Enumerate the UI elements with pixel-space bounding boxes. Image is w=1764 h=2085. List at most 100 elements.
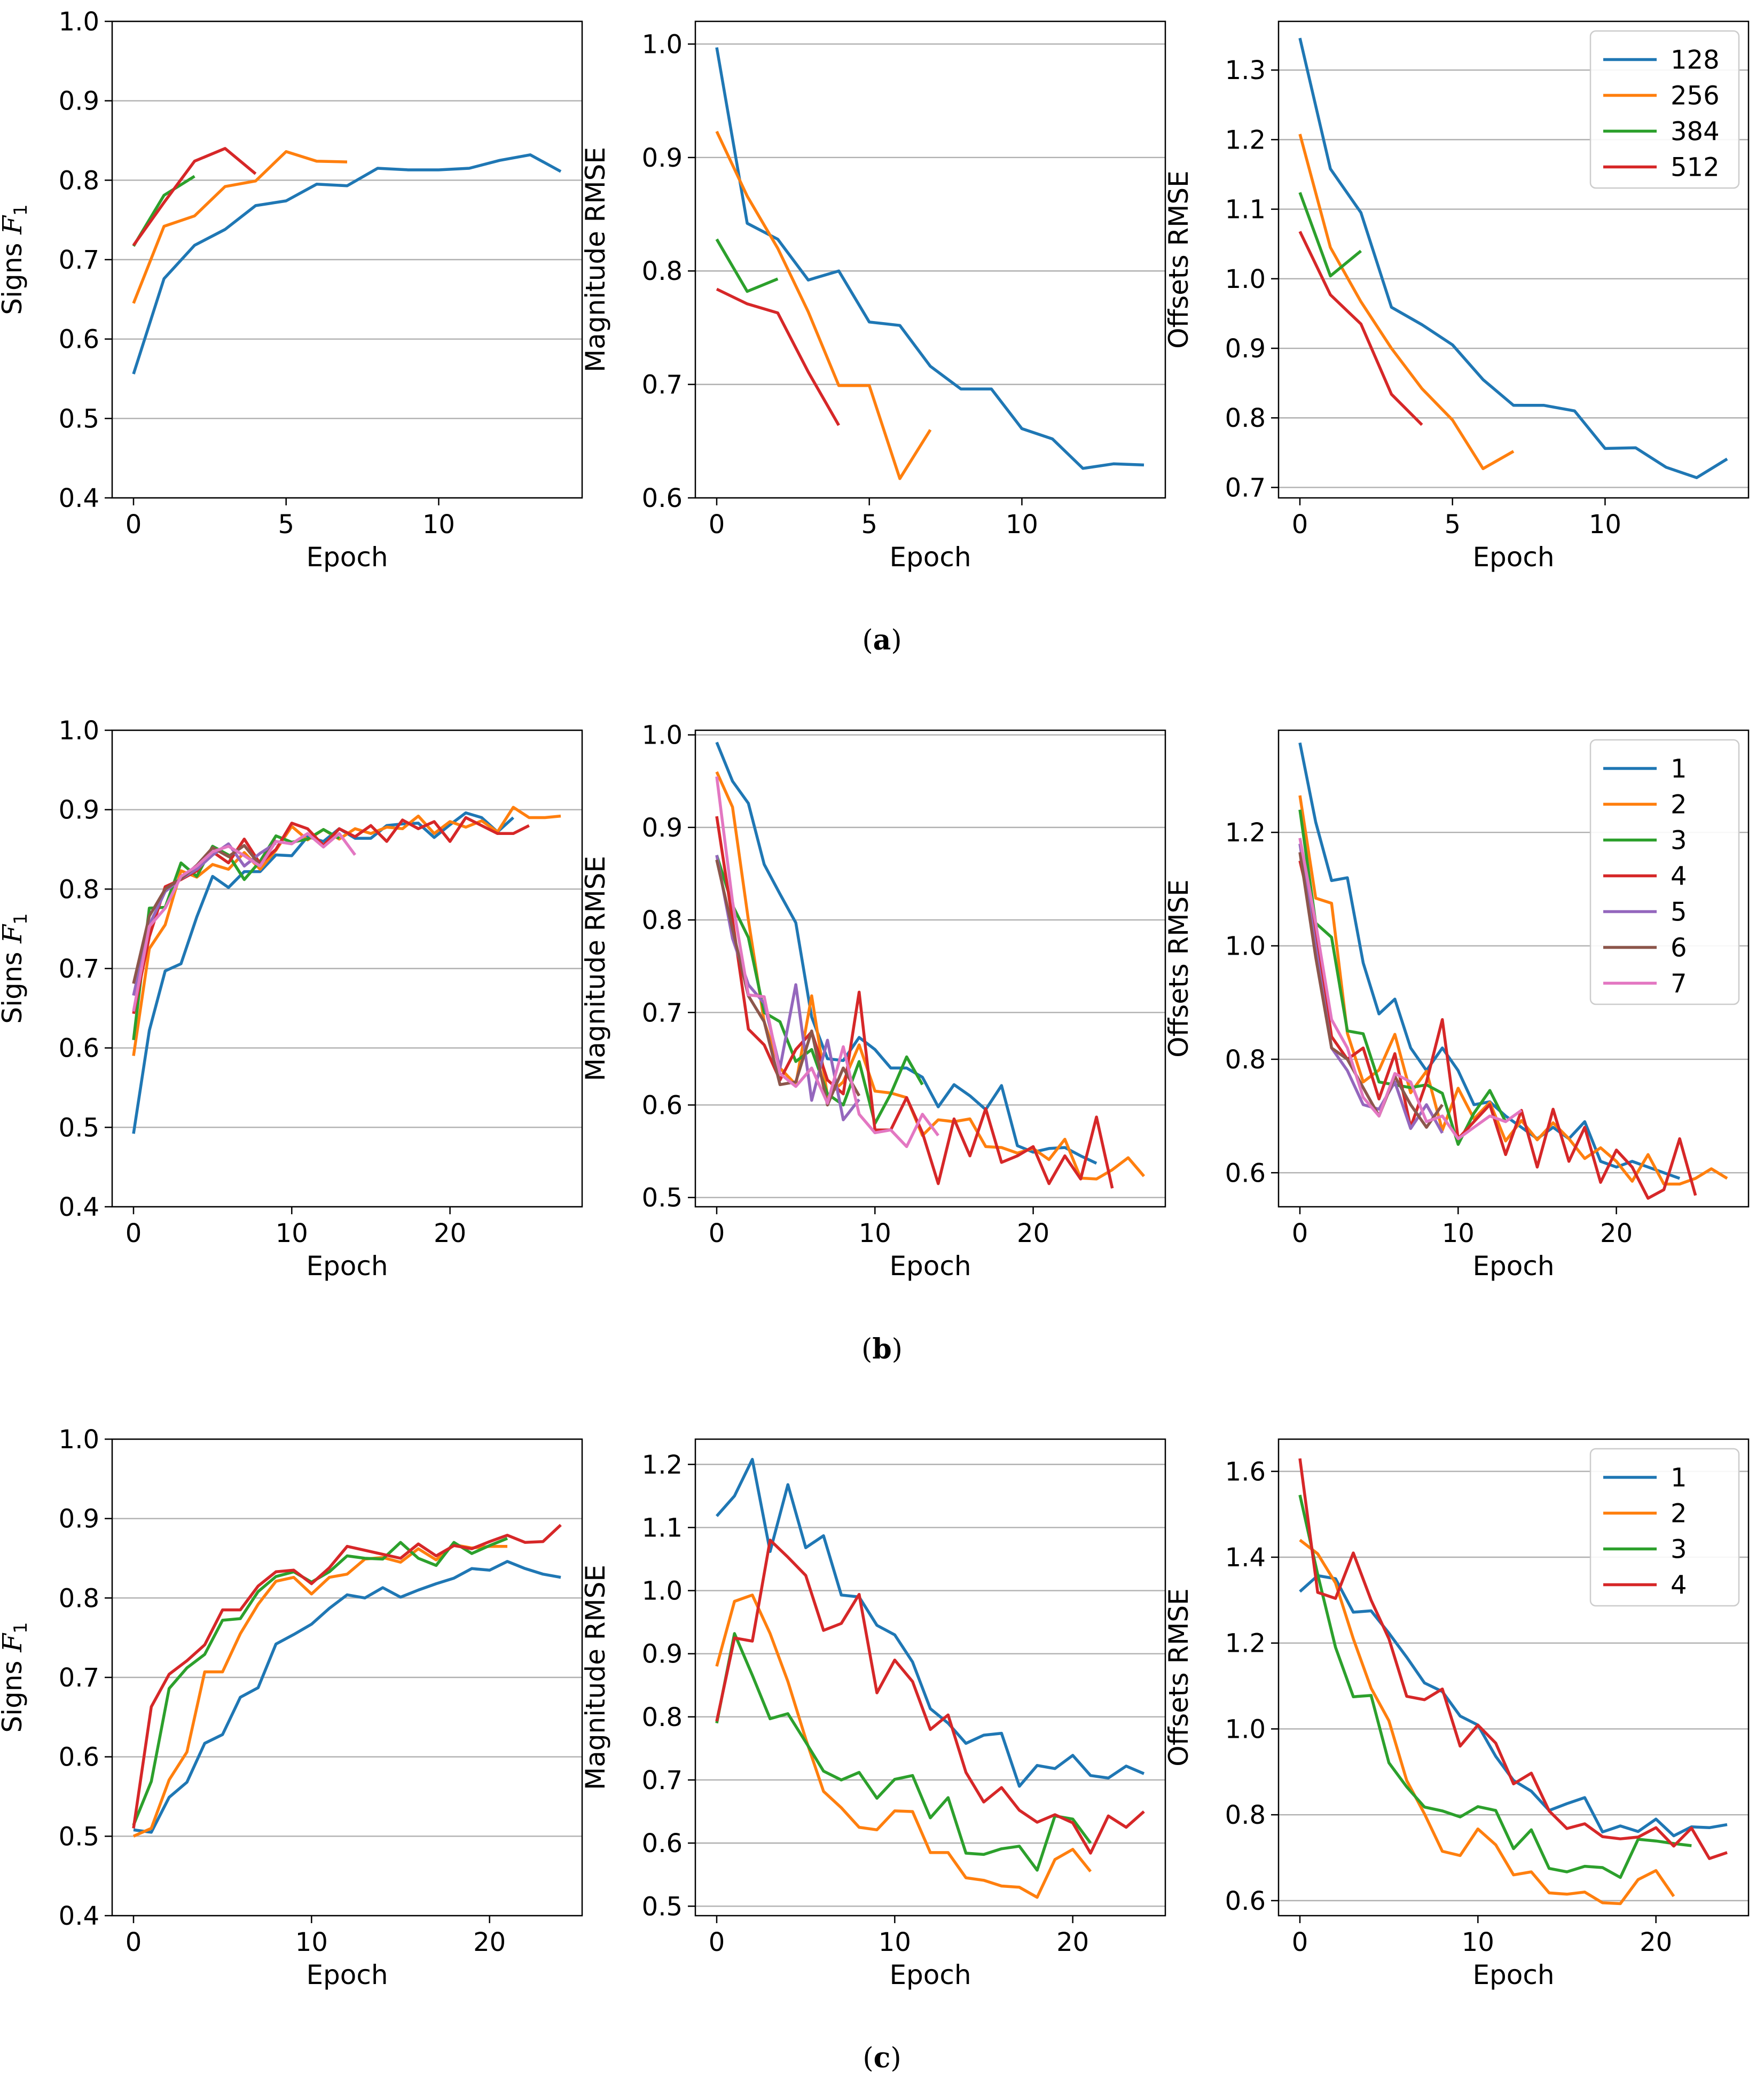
legend-label-256: 256 (1671, 81, 1720, 111)
y-tick-label: 1.0 (642, 721, 683, 751)
y-axis-label-symbol: F (0, 215, 28, 235)
series-line-3 (132, 1537, 508, 1826)
series-line-512 (1298, 231, 1423, 426)
y-axis-label: Signs F1 (0, 913, 32, 1024)
legend-label-1: 1 (1671, 1463, 1687, 1493)
y-tick-label: 1.2 (1225, 1629, 1266, 1659)
x-tick-label: 10 (879, 1927, 911, 1957)
series-line-384 (1298, 192, 1362, 278)
chart-panel-8: 0.6 0.8 1.0 1.2 1.4 1.6 0 10 20 Epoch Offsets RMSE… (1163, 1438, 1750, 1990)
y-tick-label: 0.9 (1225, 334, 1266, 364)
legend-label-7: 7 (1671, 969, 1687, 999)
y-tick-label: 1.0 (642, 1576, 683, 1606)
y-tick-label: 0.6 (642, 1829, 683, 1858)
y-axis-label-subscript: 1 (10, 204, 32, 216)
x-tick-label: 20 (473, 1927, 506, 1957)
y-axis-label: Magnitude RMSE (580, 1565, 611, 1790)
y-tick-label: 0.7 (642, 998, 683, 1028)
series-line-4 (715, 1539, 1145, 1855)
series-line-3 (715, 1632, 1092, 1872)
y-tick-label: 0.9 (59, 1504, 99, 1534)
x-tick-label: 0 (1292, 510, 1308, 540)
chart-panel-1: 0.6 0.7 0.8 0.9 1.0 0 5 10 Epoch Magnitude RMSE (580, 20, 1166, 573)
x-tick-label: 20 (1017, 1219, 1049, 1248)
x-tick-label: 0 (126, 1927, 142, 1957)
y-tick-label: 0.7 (59, 245, 99, 275)
y-tick-label: 1.1 (1225, 195, 1266, 225)
y-axis-label-symbol: F (0, 1633, 28, 1653)
x-tick-label: 0 (709, 1219, 725, 1248)
x-tick-label: 20 (1056, 1927, 1089, 1957)
y-axis-label-subscript: 1 (10, 913, 32, 925)
y-tick-label: 1.3 (1225, 56, 1266, 85)
y-axis-label-symbol: F (0, 924, 28, 944)
x-tick-label: 10 (422, 510, 455, 540)
x-tick-label: 10 (1589, 510, 1621, 540)
series-line-4 (132, 1524, 562, 1829)
y-tick-label: 0.6 (59, 1743, 99, 1772)
y-tick-label: 1.4 (1225, 1543, 1266, 1573)
y-tick-label: 0.7 (642, 370, 683, 400)
x-axis-label: Epoch (306, 1251, 388, 1282)
legend: 1 2 3 4 (1589, 1448, 1740, 1607)
legend-label-2: 2 (1671, 790, 1687, 820)
series-line-512 (716, 287, 840, 426)
y-tick-label: 0.6 (59, 325, 99, 355)
y-tick-label: 0.9 (642, 143, 683, 173)
series-line-7 (132, 832, 357, 1012)
series-line-4 (1298, 1458, 1728, 1860)
chart-panel-7: 0.5 0.6 0.7 0.8 0.9 1.0 1.1 1.2 0 10 20 Epoch Magnit… (580, 1438, 1166, 1990)
series-line-2 (1299, 1539, 1675, 1906)
chart-panel-5: 0.6 0.8 1.0 1.2 0 10 20 Epoch Offsets RMSE 1 2 3 4 5 6… (1163, 729, 1750, 1282)
y-axis-label: Offsets RMSE (1163, 1588, 1194, 1766)
y-tick-label: 0.8 (59, 874, 99, 904)
x-axis-label: Epoch (1472, 1251, 1554, 1282)
series-line-7 (1298, 838, 1523, 1141)
y-axis-label: Magnitude RMSE (580, 147, 611, 372)
y-tick-label: 0.8 (1225, 403, 1266, 433)
series-line-7 (715, 776, 940, 1149)
series-line-1 (133, 1560, 561, 1834)
y-tick-label: 1.2 (1225, 125, 1266, 155)
y-axis-label-subscript: 1 (10, 1622, 32, 1634)
series-line-128 (715, 47, 1144, 470)
series-line-384 (132, 175, 195, 247)
y-tick-label: 0.8 (59, 166, 99, 196)
x-axis-label: Epoch (1472, 1959, 1554, 1990)
legend-box (1589, 739, 1740, 1005)
x-tick-label: 0 (709, 510, 725, 540)
x-tick-label: 5 (861, 510, 877, 540)
y-tick-label: 1.2 (642, 1450, 683, 1480)
chart-panel-0: 0.4 0.5 0.6 0.7 0.8 0.9 1.0 0 5 10 Epoch Signs F1 (0, 7, 583, 573)
y-tick-label: 0.7 (59, 1663, 99, 1693)
series-line-6 (132, 839, 278, 984)
legend-label-128: 128 (1671, 45, 1720, 75)
legend-label-3: 3 (1671, 826, 1687, 856)
y-tick-label: 0.5 (59, 1113, 99, 1143)
series-line-256 (132, 150, 348, 304)
x-tick-label: 10 (1006, 510, 1038, 540)
series-line-256 (1298, 134, 1515, 471)
y-tick-label: 0.6 (642, 483, 683, 513)
y-tick-label: 0.9 (59, 87, 99, 116)
legend-label-1: 1 (1671, 754, 1687, 784)
y-axis-label: Signs F1 (0, 204, 32, 315)
x-tick-label: 0 (709, 1927, 725, 1957)
y-tick-label: 1.0 (59, 1425, 99, 1455)
series-line-6 (1298, 852, 1444, 1129)
legend-label-4: 4 (1671, 862, 1687, 892)
y-axis-label: Magnitude RMSE (580, 856, 611, 1081)
row-label-b: (b) (861, 1333, 903, 1365)
y-tick-label: 0.9 (642, 813, 683, 843)
series-line-4 (1298, 860, 1697, 1200)
y-tick-label: 1.0 (59, 716, 99, 746)
y-tick-label: 0.4 (59, 1192, 99, 1222)
x-axis-label: Epoch (889, 542, 971, 573)
legend-label-384: 384 (1671, 117, 1720, 147)
y-axis-label-text: Signs (0, 943, 28, 1024)
y-tick-label: 1.0 (59, 7, 99, 37)
y-tick-label: 0.8 (642, 256, 683, 286)
y-tick-label: 1.0 (1225, 1714, 1266, 1744)
x-tick-label: 5 (1444, 510, 1461, 540)
